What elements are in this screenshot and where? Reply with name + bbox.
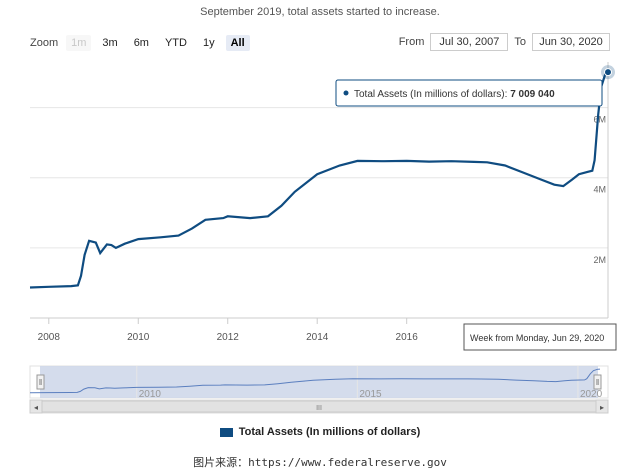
y-axis: 2M 4M 6M [593, 115, 606, 265]
chart-subtitle: September 2019, total assets started to … [200, 6, 440, 18]
x-tick-label: 2010 [127, 332, 150, 343]
series-line-total-assets [29, 71, 609, 289]
crosshair-label: Week from Monday, Jun 29, 2020 [463, 323, 617, 351]
left-handle-grip: ‖ [39, 378, 42, 387]
navigator-tick-label: 2010 [139, 389, 162, 400]
scrollbar[interactable]: ◂ III ▸ [29, 399, 609, 414]
grid [30, 107, 608, 319]
from-label: From [398, 36, 425, 48]
zoom-button-6m[interactable]: 6m [133, 37, 149, 49]
y-tick-label: 6M [593, 115, 606, 125]
chart-area: 2M 4M 6M 2008 2010 2012 2014 2016 Total Assets… [29, 62, 617, 414]
x-axis: 2008 2010 2012 2014 2016 [38, 318, 419, 343]
to-date-input[interactable] [532, 33, 610, 51]
zoom-button-1y[interactable]: 1y [202, 37, 215, 49]
zoom-selector: Zoom 1m 3m 6m YTD 1y All [30, 33, 256, 53]
zoom-button-3m[interactable]: 3m [102, 37, 118, 49]
navigator-selected-range[interactable] [40, 366, 598, 398]
navigator[interactable]: 2010 2015 2020 ‖ ‖ [29, 365, 609, 400]
tooltip-label: Total Assets (In millions of dollars): 7… [354, 89, 555, 100]
from-date-input[interactable] [430, 33, 509, 51]
navigator-left-handle[interactable] [36, 374, 45, 390]
x-tick-label: 2012 [217, 332, 240, 343]
navigator-tick-label: 2015 [359, 389, 382, 400]
legend-swatch [219, 427, 233, 437]
zoom-button-all[interactable]: All [225, 35, 250, 51]
navigator-right-handle[interactable] [593, 374, 602, 390]
x-tick-label: 2014 [306, 332, 329, 343]
navigator-tick-label: 2020 [580, 389, 603, 400]
scroll-right-button[interactable] [595, 399, 609, 414]
crosshair-label-text: Week from Monday, Jun 29, 2020 [470, 333, 604, 343]
scroll-right-arrow-icon: ▸ [600, 403, 604, 412]
zoom-button-1m[interactable]: 1m [66, 35, 92, 51]
right-handle-grip: ‖ [596, 378, 599, 387]
navigator-series-line [29, 368, 601, 394]
legend[interactable]: Total Assets (In millions of dollars) [0, 426, 640, 438]
legend-label: Total Assets (In millions of dollars) [238, 426, 421, 438]
y-tick-label: 4M [593, 185, 606, 195]
to-label: To [514, 36, 526, 48]
x-tick-label: 2008 [38, 332, 61, 343]
hover-point[interactable] [604, 68, 612, 77]
source-credit: 图片来源：https://www.federalreserve.gov [193, 456, 447, 469]
y-tick-label: 2M [593, 255, 606, 265]
scroll-left-arrow-icon: ◂ [34, 403, 38, 412]
zoom-button-ytd[interactable]: YTD [164, 37, 187, 49]
tooltip-marker [343, 90, 349, 96]
tooltip: Total Assets (In millions of dollars): 7… [335, 79, 603, 107]
navigator-axis: 2010 2015 2020 [136, 366, 603, 400]
x-tick-label: 2016 [396, 332, 419, 343]
zoom-label: Zoom [30, 37, 59, 49]
date-range: From To [393, 33, 610, 51]
scroll-grip-icon: III [316, 405, 322, 412]
